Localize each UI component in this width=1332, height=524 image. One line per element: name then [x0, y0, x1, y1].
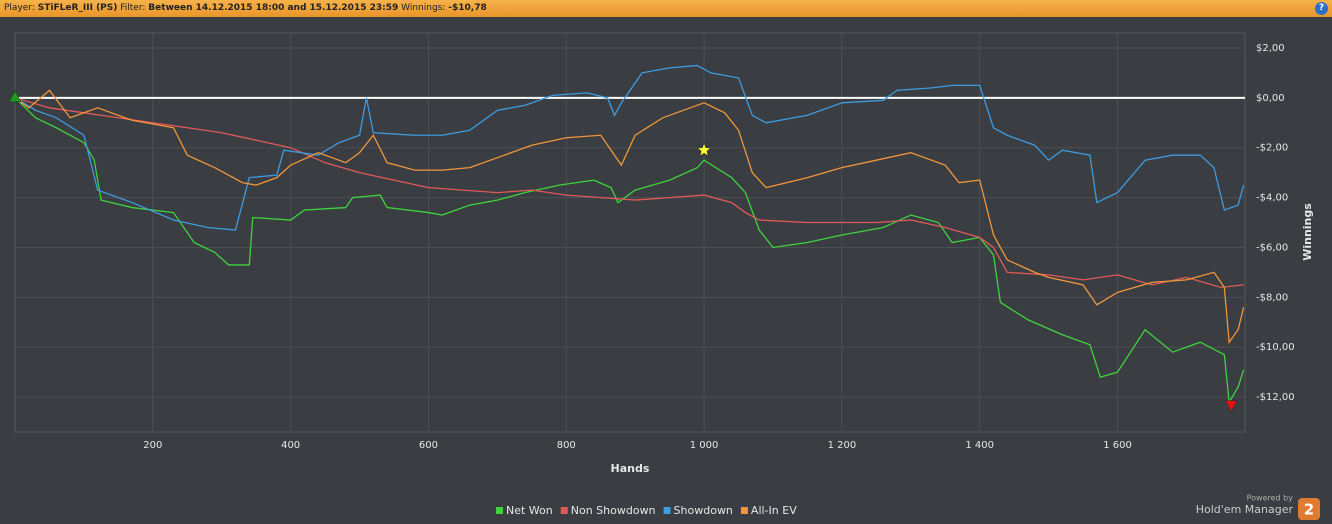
y-tick-label: -$12,00	[1256, 392, 1295, 403]
plot-area	[14, 32, 1246, 433]
player: STiFLeR_III (PS)	[37, 3, 118, 13]
x-tick-label: 200	[143, 440, 162, 451]
legend-label: Net Won	[506, 504, 553, 517]
legend-label: All-In EV	[751, 504, 797, 517]
player-label: Player:	[4, 3, 35, 13]
x-tick-label: 600	[419, 440, 438, 451]
y-tick-label: -$2,00	[1256, 143, 1288, 154]
x-tick-label: 1 200	[828, 440, 857, 451]
y-tick-label: $2,00	[1256, 43, 1285, 54]
legend-swatch	[560, 507, 568, 514]
logo	[1298, 498, 1320, 520]
legend-label: Showdown	[674, 504, 733, 517]
legend-swatch	[496, 507, 503, 514]
marker	[1224, 400, 1238, 413]
marker	[696, 142, 712, 157]
series-line	[14, 97, 1245, 405]
y-tick-label: $0,00	[1256, 93, 1285, 104]
header-bar: Player: STiFLeR_III (PS) Filter: Between…	[0, 0, 1332, 17]
marker	[8, 90, 22, 103]
logo-version: 2	[1304, 501, 1314, 519]
y-tick-label: -$10,00	[1256, 342, 1295, 353]
winnings-label: Winnings:	[401, 3, 446, 13]
x-tick-label: 1 000	[690, 440, 719, 451]
filter: Between 14.12.2015 18:00 and 15.12.2015 …	[148, 3, 399, 13]
x-tick-label: 1 400	[965, 440, 994, 451]
legend-swatch	[740, 507, 748, 514]
series-line	[14, 89, 1245, 345]
y-tick-label: -$4,00	[1256, 193, 1288, 204]
x-tick-label: 400	[281, 440, 300, 451]
y-tick-label: -$6,00	[1256, 242, 1288, 253]
x-axis-label: Hands	[611, 462, 650, 475]
product-name: Hold'em Manager	[1196, 503, 1294, 516]
help-button[interactable]: ?	[1315, 2, 1328, 15]
filter-label: Filter:	[120, 3, 146, 13]
legend-swatch	[663, 507, 671, 514]
series-line	[14, 97, 1244, 289]
y-tick-label: -$8,00	[1256, 292, 1288, 303]
series-line	[14, 64, 1245, 231]
winnings: -$10,78	[448, 3, 487, 13]
x-tick-label: 1 600	[1103, 440, 1132, 451]
powered-by: Powered by	[1247, 494, 1294, 503]
y-axis-label: Winnings	[1301, 203, 1314, 261]
x-tick-label: 800	[557, 440, 576, 451]
legend-label: Non Showdown	[571, 504, 656, 517]
